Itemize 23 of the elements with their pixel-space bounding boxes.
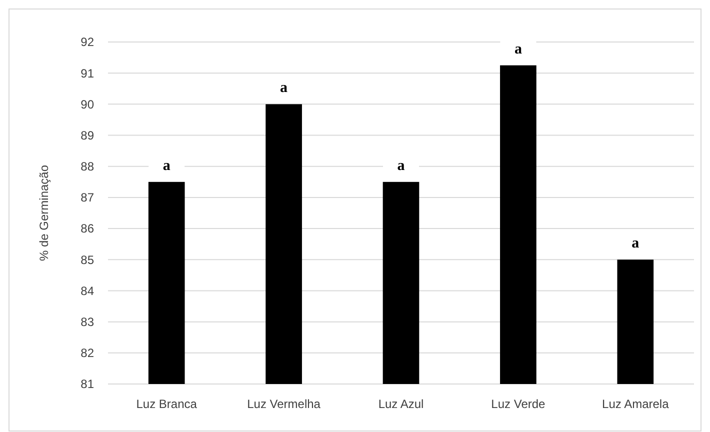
y-tick-label: 88 bbox=[80, 160, 94, 174]
y-tick-label: 85 bbox=[80, 252, 94, 267]
x-tick-label: Luz Vermelha bbox=[247, 397, 321, 411]
y-tick-label: 83 bbox=[80, 315, 94, 330]
x-tick-label: Luz Azul bbox=[378, 397, 424, 411]
y-tick-label: 91 bbox=[80, 66, 94, 80]
annotation: a bbox=[514, 41, 522, 58]
y-tick-label: 82 bbox=[80, 346, 94, 360]
y-tick-label: 90 bbox=[80, 97, 94, 112]
y-tick-label: 86 bbox=[80, 222, 94, 236]
y-tick-label: 84 bbox=[80, 284, 94, 298]
annotation: a bbox=[397, 158, 406, 174]
y-tick-label: 89 bbox=[80, 128, 94, 142]
annotation: a bbox=[280, 80, 288, 96]
annotation: a bbox=[632, 236, 640, 252]
x-tick-label: Luz Verde bbox=[491, 397, 546, 411]
x-tick-label: Luz Branca bbox=[136, 397, 198, 411]
annotation: a bbox=[162, 158, 171, 174]
y-tick-label: 81 bbox=[80, 377, 94, 392]
x-tick-label: Luz Amarela bbox=[602, 397, 670, 411]
y-tick-label: 87 bbox=[80, 190, 94, 205]
y-axis-title: % de Germinação bbox=[37, 164, 51, 262]
y-tick-label: 92 bbox=[80, 35, 94, 50]
